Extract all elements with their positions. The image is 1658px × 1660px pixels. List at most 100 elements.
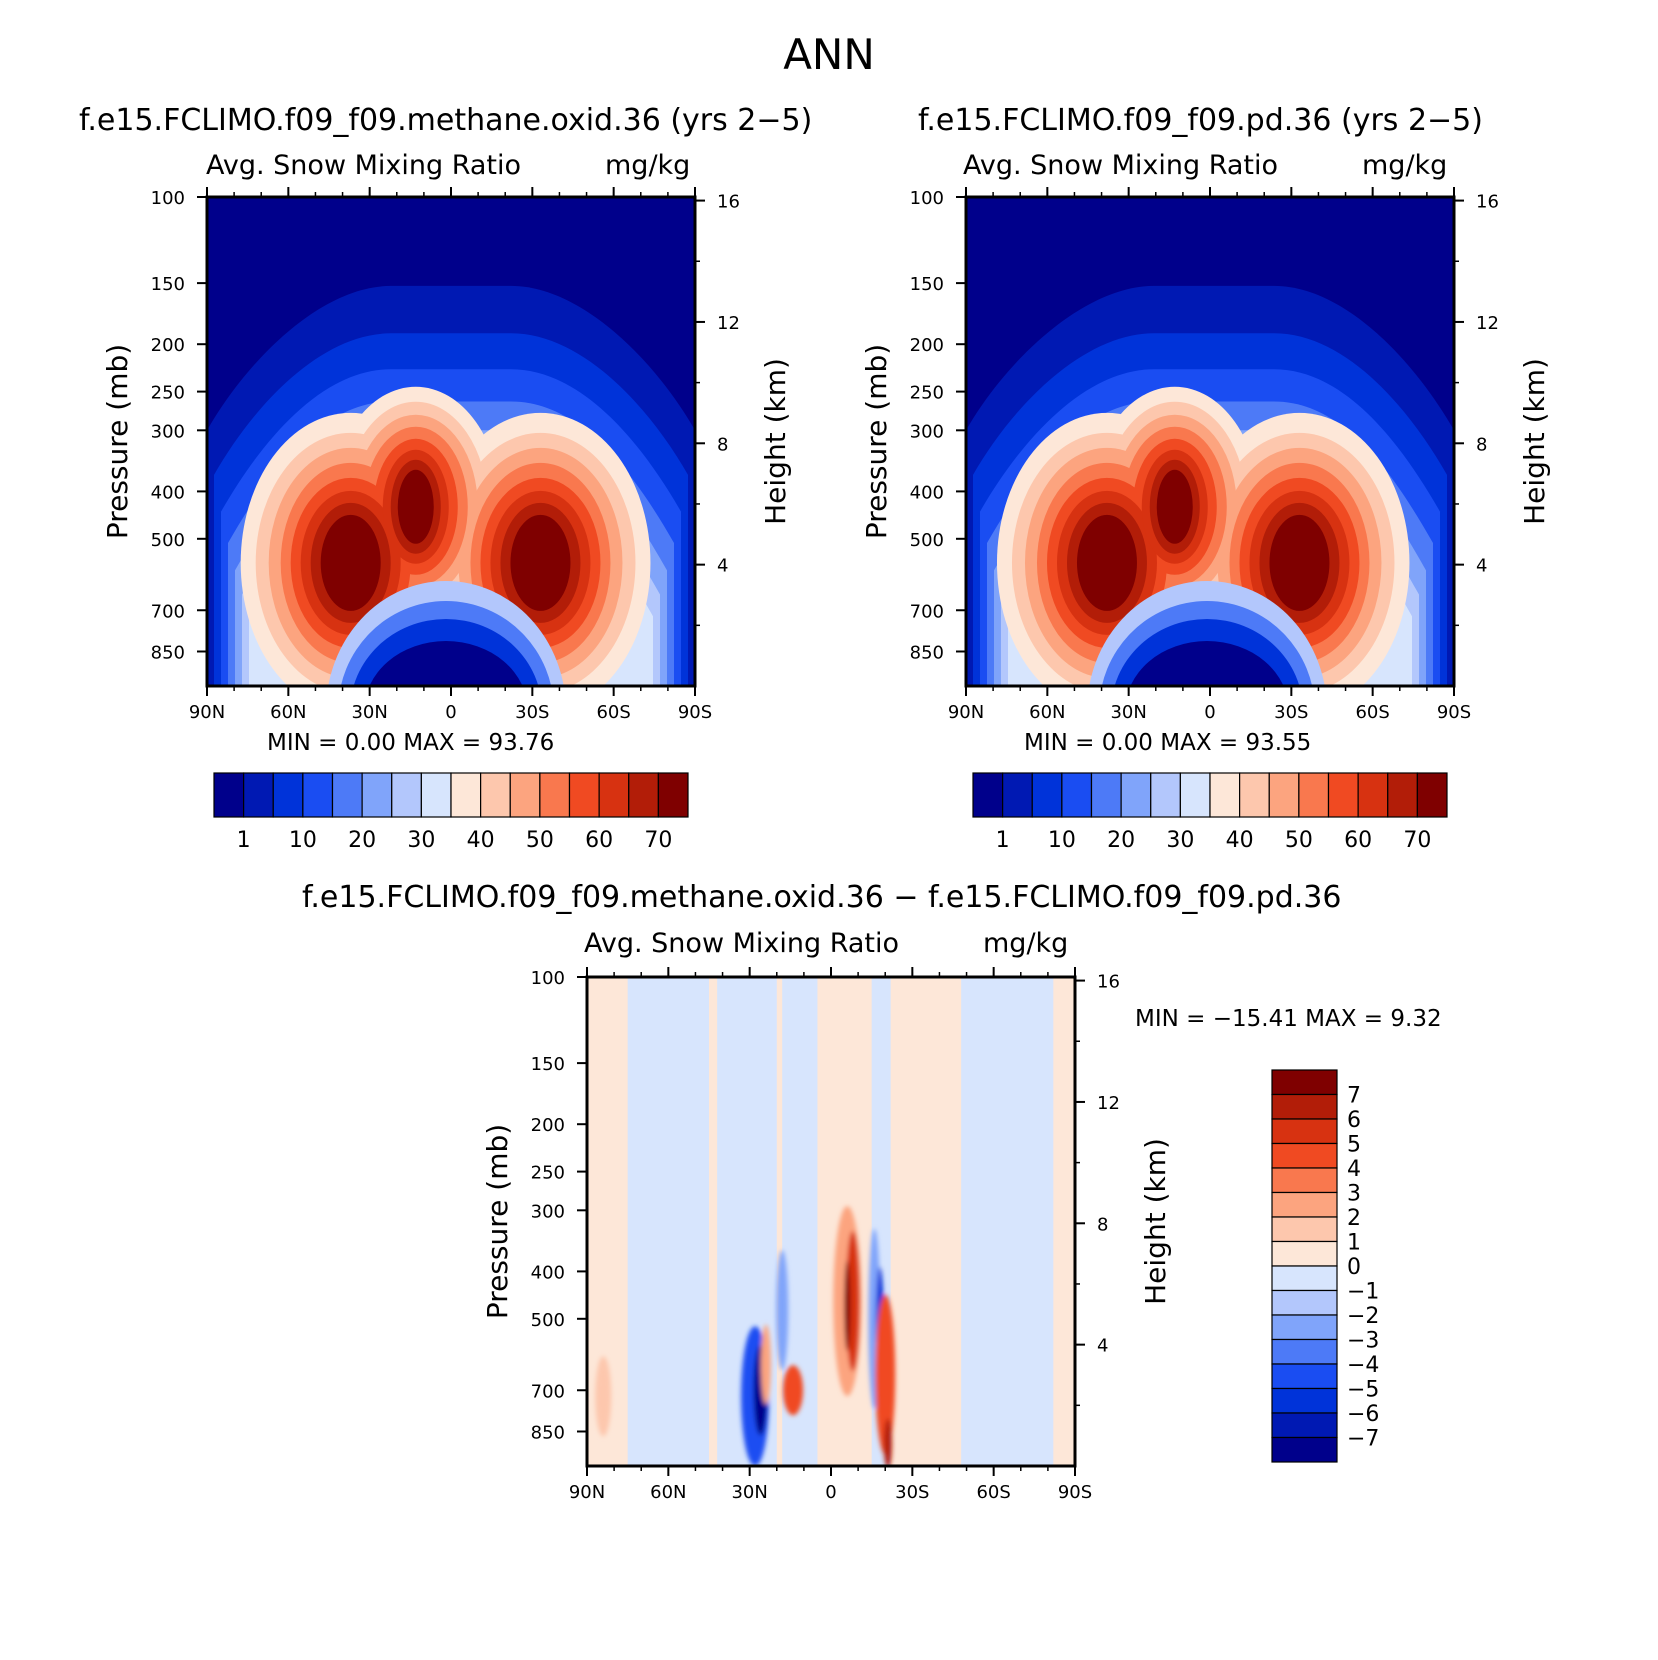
panel2-colorbar: 1 10 20 30 40 50 60 70	[972, 772, 1448, 853]
colorbar-label: 40	[1226, 828, 1254, 853]
y-tick-label: 850	[151, 642, 185, 663]
panel1-units: mg/kg	[605, 150, 691, 181]
colorbar-box	[1416, 772, 1448, 818]
colorbar-box	[1179, 772, 1211, 818]
x-tick-label: 60S	[1355, 702, 1389, 723]
x-tick-label: 60N	[270, 702, 306, 723]
colorbar-box	[1327, 772, 1359, 818]
y-tick-label: 250	[910, 383, 944, 404]
x-tick-label: 30N	[1110, 702, 1146, 723]
colorbar-box	[450, 772, 482, 818]
colorbar-box	[243, 772, 274, 818]
colorbar-box	[302, 772, 334, 818]
colorbar-box	[1271, 1240, 1338, 1267]
panel3-variable-name: Avg. Snow Mixing Ratio	[584, 928, 900, 959]
panel3-case-title: f.e15.FCLIMO.f09_f09.methane.oxid.36 − f…	[302, 880, 1342, 915]
y-tick-label: 700	[151, 601, 185, 622]
x-tick-label: 90N	[948, 702, 984, 723]
y-tick-label: 150	[151, 274, 185, 295]
x-tick-label: 0	[445, 702, 456, 723]
diff-band-negative-4	[961, 977, 1054, 1466]
x-tick-label: 30N	[351, 702, 387, 723]
colorbar-label: 50	[1285, 828, 1313, 853]
colorbar-label: −2	[1347, 1304, 1379, 1329]
colorbar-label: −6	[1347, 1402, 1379, 1427]
y2-tick-label: 4	[1476, 556, 1487, 577]
x-tick-label: 90S	[1437, 702, 1471, 723]
y-tick-label: 700	[531, 1381, 565, 1402]
y-tick-label: 100	[531, 968, 565, 989]
diff-positive-feature-5	[760, 1324, 771, 1405]
diff-band-negative-0	[627, 977, 709, 1466]
y2-tick-label: 4	[1097, 1336, 1108, 1357]
colorbar-label: −5	[1347, 1378, 1379, 1403]
colorbar-box	[391, 772, 422, 818]
panel3-minmax: MIN = −15.41 MAX = 9.32	[1135, 1006, 1442, 1032]
colorbar-label: 4	[1347, 1157, 1361, 1182]
panel1-case-title: f.e15.FCLIMO.f09_f09.methane.oxid.36 (yr…	[79, 103, 813, 138]
panel2-case-title: f.e15.FCLIMO.f09_f09.pd.36 (yrs 2−5)	[918, 103, 1483, 138]
colorbar-label: 3	[1347, 1182, 1361, 1207]
y-tick-label: 250	[531, 1163, 565, 1184]
x-tick-label: 0	[825, 1482, 836, 1503]
colorbar-box	[1271, 1216, 1338, 1243]
colorbar-label: 1	[237, 828, 251, 853]
colorbar-box	[1271, 1314, 1338, 1341]
y-tick-label: 100	[151, 188, 185, 209]
y2-tick-label: 8	[1476, 434, 1487, 455]
lobe-3-level-15	[1156, 469, 1193, 544]
diff-positive-feature-4	[783, 1365, 804, 1416]
y2-tick-label: 8	[717, 434, 728, 455]
colorbar-box	[1271, 1191, 1338, 1218]
panel3-units: mg/kg	[983, 928, 1069, 959]
panel3-axes: 90N 60N 30N 0 30S 60S 90S 100 150 200 250 300 400 500…	[481, 967, 1172, 1503]
panel2-contour-field	[966, 197, 1454, 686]
figure-title: ANN	[783, 30, 875, 79]
colorbar-box	[539, 772, 571, 818]
x-tick-label: 60S	[976, 1482, 1010, 1503]
colorbar-box	[1271, 1436, 1338, 1463]
y-tick-label: 500	[910, 530, 944, 551]
colorbar-box	[361, 772, 393, 818]
lobe-1-level-15	[320, 514, 381, 611]
colorbar-label: 40	[467, 828, 495, 853]
y2-tick-label: 4	[717, 556, 728, 577]
panel1-axes: 90N 60N 30N 0 30S 60S 90S 100 150 200 250 300 400 500…	[101, 187, 792, 723]
colorbar-label: 1	[996, 828, 1010, 853]
colorbar-label: 1	[1347, 1231, 1361, 1256]
x-tick-label: 90N	[569, 1482, 605, 1503]
y-tick-label: 300	[910, 421, 944, 442]
lobe-1-level-15	[1076, 514, 1137, 611]
colorbar-box	[272, 772, 304, 818]
colorbar-label: 5	[1347, 1133, 1361, 1158]
colorbar-box	[1271, 1167, 1338, 1194]
colorbar-box	[1268, 772, 1300, 818]
lobe-2-level-15	[1269, 514, 1330, 611]
y2-tick-label: 12	[717, 313, 740, 334]
colorbar-box	[1002, 772, 1033, 818]
y-tick-label: 300	[151, 421, 185, 442]
y-tick-label: 100	[910, 188, 944, 209]
colorbar-label: 7	[1347, 1084, 1361, 1109]
y-tick-label: 400	[151, 482, 185, 503]
colorbar-box	[1271, 1338, 1338, 1365]
colorbar-label: 6	[1347, 1108, 1361, 1133]
x-tick-label: 30S	[1274, 702, 1308, 723]
y2-axis-label: Height (km)	[1139, 1138, 1172, 1305]
x-tick-label: 60N	[1029, 702, 1065, 723]
colorbar-label: 30	[407, 828, 435, 853]
colorbar-box	[213, 772, 245, 818]
panel2-minmax: MIN = 0.00 MAX = 93.55	[1024, 730, 1312, 756]
panel1-colorbar: 1 10 20 30 40 50 60 70	[213, 772, 689, 853]
y-tick-label: 500	[531, 1310, 565, 1331]
colorbar-box	[628, 772, 659, 818]
x-tick-label: 90N	[189, 702, 225, 723]
colorbar-box	[1271, 1265, 1338, 1292]
x-tick-label: 90S	[1058, 1482, 1092, 1503]
colorbar-box	[331, 772, 363, 818]
diff-positive-feature-2	[844, 1260, 851, 1351]
lobe-3-level-15	[397, 469, 434, 544]
colorbar-box	[1209, 772, 1241, 818]
y-tick-label: 850	[531, 1422, 565, 1443]
